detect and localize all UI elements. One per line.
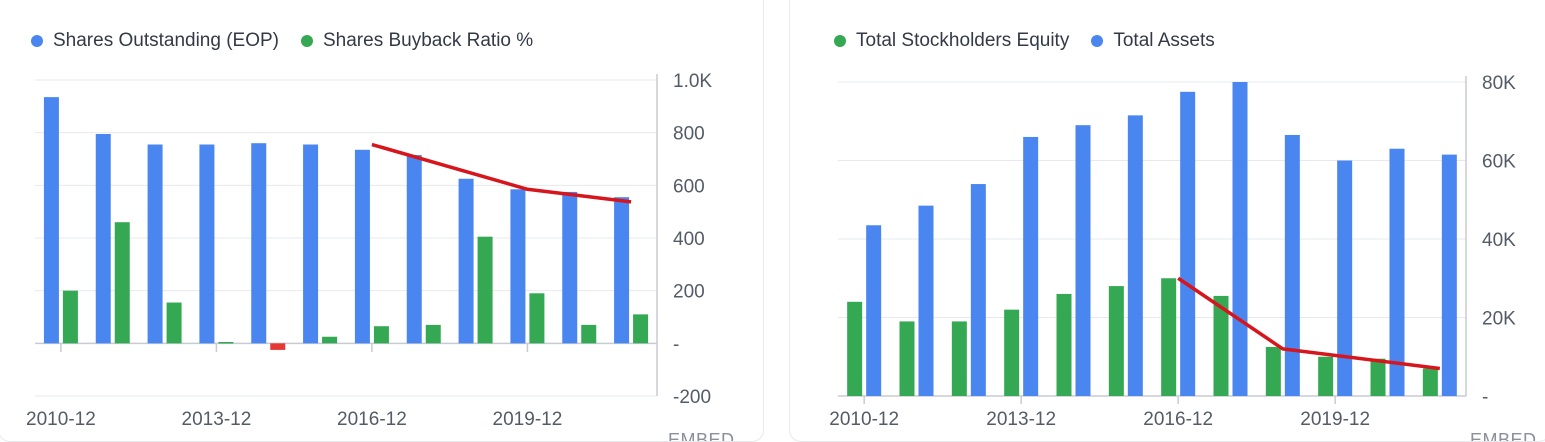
y-tick-label: -: [1482, 387, 1488, 408]
bar-series1: [847, 301, 863, 396]
x-tick-label: 2019-12: [1300, 409, 1370, 430]
x-tick-label: 2013-12: [182, 409, 252, 430]
legend-item-total-assets[interactable]: Total Assets: [1091, 30, 1215, 52]
bar-series1: [43, 97, 59, 344]
x-tick-label: 2016-12: [337, 409, 407, 430]
bar-series1: [303, 144, 319, 344]
bar-series1: [1422, 368, 1438, 396]
bar-series2: [529, 293, 545, 344]
bar-series2: [425, 324, 441, 344]
bar-series1: [354, 149, 370, 344]
bar-series1: [458, 178, 474, 344]
bar-series2: [1075, 125, 1091, 397]
legend-dot-icon: [1091, 35, 1104, 47]
x-tick-label: 2016-12: [1143, 409, 1213, 430]
bar-series2: [62, 290, 78, 344]
trend-line: [1177, 276, 1441, 371]
bar-series1: [614, 197, 630, 344]
bar-series2: [1127, 115, 1143, 397]
y-tick-label: 600: [673, 176, 705, 197]
bar-series1: [510, 189, 526, 344]
bar-series1: [1265, 346, 1281, 396]
bar-series1: [951, 321, 967, 396]
equity-assets-chart: 80K 60K 40K 20K - 2010-12 2013-12 2016-12 2019-1…: [829, 73, 1516, 430]
bar-series2: [1441, 154, 1457, 396]
embed-button[interactable]: EMBED: [1470, 430, 1537, 442]
y-tick-label: 400: [673, 229, 705, 250]
bar-series2: [373, 326, 389, 344]
trend-line: [371, 142, 632, 204]
bar-series2: [1023, 136, 1039, 396]
bar-series1: [1056, 293, 1072, 396]
bar-series2: [270, 343, 286, 350]
x-tick-label: 2019-12: [493, 409, 563, 430]
bar-series2: [918, 205, 934, 396]
bar-series1: [1318, 356, 1334, 396]
x-tick-label: 2010-12: [829, 409, 899, 430]
bar-series1: [147, 144, 163, 344]
legend-label: Total Stockholders Equity: [856, 30, 1070, 51]
y-tick-label: 20K: [1482, 309, 1516, 330]
legend-dot-icon: [834, 35, 846, 47]
y-tick-label: 200: [673, 282, 705, 303]
bar-series2: [633, 314, 649, 344]
y-tick-label: 40K: [1482, 230, 1516, 251]
legend-dot-icon: [301, 35, 313, 47]
bar-series2: [1389, 148, 1405, 396]
x-tick-label: 2010-12: [26, 409, 96, 430]
embed-button[interactable]: EMBED: [668, 430, 735, 442]
legend-item-stockholders-equity[interactable]: Total Stockholders Equity: [834, 30, 1069, 52]
bar-series2: [1180, 91, 1196, 396]
y-tick-label: 60K: [1482, 152, 1516, 173]
bar-series2: [322, 336, 338, 344]
bar-series1: [1370, 358, 1386, 396]
bar-series1: [899, 321, 915, 396]
y-tick-label: 80K: [1482, 73, 1516, 94]
bar-series1: [1108, 286, 1124, 396]
bar-series2: [970, 184, 986, 396]
legend-item-buyback-ratio[interactable]: Shares Buyback Ratio %: [301, 30, 533, 52]
bar-series2: [866, 225, 882, 396]
bar-series2: [114, 222, 130, 344]
bar-series1: [1161, 278, 1177, 396]
y-tick-label: -200: [673, 387, 711, 408]
chart-card-equity-assets: Total Stockholders Equity Total Assets 8…: [789, 0, 1545, 442]
bar-series2: [166, 302, 182, 344]
bar-series2: [581, 324, 597, 344]
chart-legend: Total Stockholders Equity Total Assets: [834, 30, 1237, 52]
x-tick-label: 2013-12: [986, 409, 1056, 430]
bar-series2: [1232, 82, 1248, 396]
legend-label: Shares Buyback Ratio %: [323, 30, 534, 51]
bar-series1: [562, 191, 578, 344]
chart-legend: Shares Outstanding (EOP) Shares Buyback …: [31, 30, 555, 52]
bar-series2: [477, 236, 493, 344]
legend-label: Total Assets: [1113, 30, 1215, 51]
bar-series2: [218, 342, 234, 344]
y-tick-label: 800: [673, 124, 705, 145]
chart-card-shares: Shares Outstanding (EOP) Shares Buyback …: [0, 0, 764, 442]
legend-label: Shares Outstanding (EOP): [53, 30, 279, 51]
shares-chart: 1.0K 800 600 400 200 - -200 2010-12 2013-12 2016-…: [26, 71, 712, 430]
bar-series1: [406, 155, 422, 344]
y-tick-label: 1.0K: [673, 71, 712, 92]
bar-series2: [1284, 134, 1300, 397]
bar-series1: [1213, 295, 1229, 396]
bar-series1: [1004, 309, 1020, 396]
bar-series2: [1337, 160, 1353, 396]
y-tick-label: -: [673, 334, 679, 355]
bar-series1: [251, 143, 267, 344]
bar-series1: [95, 133, 111, 344]
legend-item-shares-outstanding[interactable]: Shares Outstanding (EOP): [31, 30, 279, 52]
legend-dot-icon: [31, 35, 43, 47]
bar-series1: [199, 144, 215, 344]
